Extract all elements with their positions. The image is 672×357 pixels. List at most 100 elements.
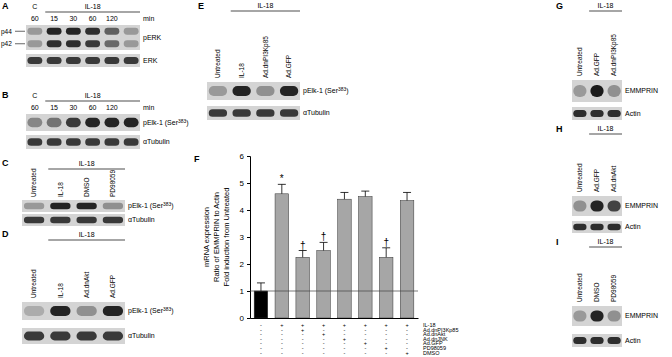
blot-band bbox=[590, 337, 603, 344]
reference-line bbox=[250, 291, 418, 292]
blot-band bbox=[27, 28, 42, 35]
blot-band bbox=[47, 57, 62, 64]
y-tick: 4 bbox=[240, 206, 250, 215]
blot-membrane bbox=[22, 302, 125, 320]
blot-band bbox=[85, 40, 100, 47]
blot-band bbox=[104, 57, 119, 64]
error-bar-stem bbox=[386, 248, 387, 257]
blot-band bbox=[608, 85, 621, 97]
group-bracket bbox=[48, 169, 125, 170]
band-size-label: p44 bbox=[1, 28, 12, 36]
lane-label: Ad.GFP bbox=[109, 275, 116, 298]
lane-label: 120 bbox=[106, 104, 118, 111]
blot-band bbox=[573, 201, 586, 212]
row-label: αTubulin bbox=[303, 109, 330, 116]
blot-band bbox=[590, 85, 603, 97]
lane-label: 60 bbox=[89, 15, 97, 22]
condition-sign: - bbox=[385, 350, 387, 356]
lane-label: Ad.dnAkt bbox=[83, 271, 90, 298]
panel-label: D bbox=[2, 229, 9, 239]
y-tick-mark bbox=[247, 318, 250, 319]
row-label: Actin bbox=[625, 110, 641, 117]
y-tick-label: 1 bbox=[240, 287, 245, 296]
group-bracket bbox=[589, 11, 622, 12]
blot-band bbox=[85, 57, 100, 64]
blot-band bbox=[124, 28, 139, 35]
lane-label: 60 bbox=[31, 15, 39, 22]
group-header: IL-18 bbox=[79, 231, 95, 238]
blot-band bbox=[50, 203, 70, 210]
band-pointer bbox=[15, 43, 25, 44]
error-bar-cap bbox=[257, 282, 265, 283]
lane-label: Untreated bbox=[30, 269, 37, 298]
error-bar-stem bbox=[281, 184, 282, 193]
control-label: C bbox=[32, 3, 37, 10]
blot-band bbox=[66, 57, 81, 64]
error-bar bbox=[320, 242, 328, 250]
blot-panel: HIL-18UntreatedAd.GFPAd.dnAktEMMPRINActi… bbox=[556, 124, 658, 233]
row-label: pElk-1 (Ser383) bbox=[128, 202, 174, 211]
blot-band bbox=[24, 203, 44, 210]
chart: F0123456mRNA expressionRatio of EMMPRIN … bbox=[194, 152, 458, 355]
error-bar bbox=[299, 251, 307, 258]
plot-marks bbox=[250, 184, 418, 318]
group-bracket bbox=[589, 134, 622, 135]
blot-band bbox=[256, 86, 274, 96]
blot-band bbox=[590, 201, 603, 212]
blot-membrane bbox=[572, 196, 622, 216]
lane-label: Untreated bbox=[30, 168, 37, 197]
blot-band bbox=[104, 118, 119, 127]
x-axis-line bbox=[251, 318, 419, 319]
blot-band bbox=[76, 306, 96, 316]
bar bbox=[359, 197, 373, 319]
panel-label: B bbox=[2, 90, 9, 100]
blot-membrane bbox=[207, 82, 300, 100]
blot-panel: EIL-18UntreatedIL-18Ad.dnPI3Kp85Ad.GFPpE… bbox=[198, 1, 349, 120]
row-label: αTubulin bbox=[128, 332, 155, 339]
row-label: EMMPRIN bbox=[625, 87, 658, 94]
group-bracket bbox=[45, 101, 140, 102]
bar bbox=[317, 251, 331, 319]
blot-band bbox=[85, 28, 100, 35]
lane-label: 30 bbox=[69, 104, 77, 111]
lane-label: Ad.GFP bbox=[593, 53, 600, 76]
blot-band bbox=[104, 28, 119, 35]
blot-band bbox=[24, 306, 44, 316]
blot-band bbox=[104, 138, 119, 146]
condition-label: DMSO bbox=[423, 350, 440, 356]
blot-band bbox=[47, 118, 62, 127]
blot-membrane bbox=[572, 306, 622, 326]
lane-label: DMSO bbox=[83, 178, 90, 198]
error-bar-stem bbox=[407, 192, 408, 200]
blot-band bbox=[104, 40, 119, 47]
y-axis-title: Ratio of EMMPRIN to Actin bbox=[212, 192, 221, 282]
blot-membrane bbox=[22, 214, 125, 226]
panel-label: A bbox=[2, 1, 9, 11]
group-bracket bbox=[589, 247, 622, 248]
blot-band bbox=[232, 86, 250, 96]
blot-band bbox=[76, 217, 96, 224]
error-bar-stem bbox=[302, 251, 303, 258]
blot-band bbox=[280, 86, 298, 96]
panel-label: I bbox=[556, 237, 559, 247]
row-label: Actin bbox=[625, 223, 641, 230]
lane-label: Untreated bbox=[576, 273, 583, 302]
blot-band bbox=[50, 217, 70, 224]
group-header: IL-18 bbox=[79, 160, 95, 167]
blot-band bbox=[103, 306, 123, 316]
y-tick-label: 4 bbox=[240, 206, 245, 215]
group-bracket bbox=[45, 12, 140, 13]
blot-band bbox=[24, 217, 44, 224]
unit-label: min bbox=[143, 15, 154, 22]
lane-label: PD98059 bbox=[109, 170, 116, 197]
blot-band bbox=[103, 332, 123, 341]
blot-band bbox=[608, 110, 621, 117]
row-label: EMMPRIN bbox=[625, 202, 658, 209]
band-size-label: p42 bbox=[1, 40, 12, 48]
panel-label: C bbox=[2, 158, 9, 168]
error-bar bbox=[278, 184, 286, 193]
blot-band bbox=[27, 40, 42, 47]
lane-label: Ad.GFP bbox=[285, 55, 292, 78]
y-tick-mark bbox=[247, 156, 250, 157]
blot-band bbox=[66, 138, 81, 146]
